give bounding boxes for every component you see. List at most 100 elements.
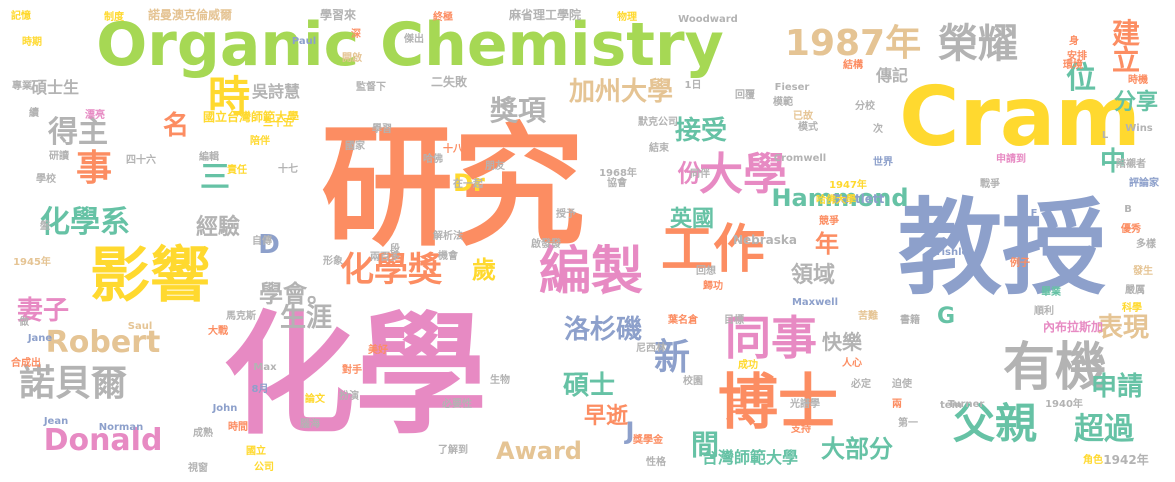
cloud-word: 分校 xyxy=(855,101,875,112)
cloud-word: 超過 xyxy=(1074,412,1134,447)
cloud-word: 傑出 xyxy=(404,34,424,45)
cloud-word: 化學系 xyxy=(40,205,130,240)
cloud-word: 生物 xyxy=(490,375,510,386)
cloud-word: 二失敗 xyxy=(430,75,468,89)
cloud-word: 國立台灣師範大學 xyxy=(202,110,300,124)
cloud-word: Nebraska xyxy=(732,233,798,247)
cloud-word: 獎項 xyxy=(489,94,547,127)
cloud-word: 了解到 xyxy=(438,445,468,456)
cloud-word: 妻子 xyxy=(16,296,70,326)
cloud-word: 已故 xyxy=(793,111,813,122)
cloud-word: 人心 xyxy=(842,358,862,369)
cloud-word: 內布拉斯加 xyxy=(1042,320,1104,334)
cloud-word: Turner xyxy=(947,399,985,410)
cloud-word: 十七 xyxy=(278,164,298,175)
cloud-word: 新 xyxy=(653,337,691,378)
cloud-word: 同事 xyxy=(725,311,817,365)
cloud-word: 生涯 xyxy=(279,303,333,333)
cloud-word: 朋友 xyxy=(485,161,505,172)
cloud-word: 成熟 xyxy=(193,428,213,439)
cloud-word: 建立 xyxy=(1108,18,1141,72)
cloud-word: Max xyxy=(253,362,277,373)
cloud-word: 陪伴 xyxy=(250,136,270,147)
cloud-word: 年 xyxy=(815,230,839,258)
cloud-word: 專業 xyxy=(12,81,32,92)
cloud-word: 安排 xyxy=(1067,51,1087,62)
cloud-word: 光譜學 xyxy=(790,399,820,410)
cloud-word: 時間 xyxy=(228,422,248,433)
cloud-word: 形象 xyxy=(323,256,343,267)
cloud-word: 科學 xyxy=(1122,303,1142,314)
cloud-word: 嚴厲 xyxy=(1125,285,1145,296)
cloud-word: 研讀 xyxy=(49,151,69,162)
cloud-word: Jean xyxy=(43,416,69,427)
cloud-word: 工作 xyxy=(660,220,766,280)
cloud-word: 大學 xyxy=(699,149,787,200)
cloud-word: 麻省理工學院 xyxy=(508,8,582,22)
cloud-word: 化學 xyxy=(223,299,487,453)
cloud-word: 合成出 xyxy=(11,358,41,369)
cloud-word: 目標 xyxy=(724,315,744,326)
cloud-word: 深 xyxy=(351,29,361,40)
cloud-word: 諾貝爾 xyxy=(18,363,128,404)
cloud-word: 位 xyxy=(1066,61,1096,96)
cloud-word: 早逝 xyxy=(583,404,629,429)
cloud-word: 例子 xyxy=(1010,258,1030,269)
cloud-word: 編輯 xyxy=(199,152,219,163)
cloud-word: 必定 xyxy=(851,379,871,390)
cloud-word: 歲 xyxy=(472,256,496,284)
cloud-word: 表現 xyxy=(1096,313,1150,343)
cloud-word: D xyxy=(258,230,280,260)
cloud-word: 迫使 xyxy=(892,379,912,390)
cloud-word: 兩 xyxy=(892,399,902,410)
cloud-word: 校園 xyxy=(683,376,703,387)
cloud-word: 8月 xyxy=(251,384,269,395)
cloud-word: 性格 xyxy=(646,457,666,468)
cloud-word: 1日 xyxy=(684,80,702,91)
cloud-word: 英國 xyxy=(669,207,715,232)
cloud-word: 間 xyxy=(687,429,720,457)
cloud-word: 默克公司 xyxy=(638,117,678,128)
cloud-word: 回想 xyxy=(696,266,716,277)
cloud-word: 中 xyxy=(1099,147,1127,177)
cloud-word: 時機 xyxy=(1128,75,1148,86)
cloud-word: 苦難 xyxy=(858,311,878,322)
cloud-word: 哈佛大學 xyxy=(816,195,856,206)
cloud-word: 角色 xyxy=(1083,455,1103,466)
cloud-word: 1968年 xyxy=(599,168,637,179)
cloud-word: 戰爭 xyxy=(980,179,1000,190)
cloud-word: 學會。 xyxy=(259,280,331,308)
cloud-word: 接受 xyxy=(674,116,728,146)
cloud-word: 學習來 xyxy=(319,8,357,22)
cloud-word: 盤 xyxy=(40,221,50,232)
cloud-word: 陪襯者 xyxy=(1116,159,1146,170)
cloud-word: 制度 xyxy=(104,12,124,23)
cloud-word: 獎學金 xyxy=(633,435,663,446)
cloud-word: 編製 xyxy=(538,242,644,302)
cloud-word: 美好 xyxy=(368,345,388,356)
cloud-word: Hammond xyxy=(771,184,909,212)
cloud-word: 環境 xyxy=(1063,60,1083,71)
cloud-word: 必要性 xyxy=(442,399,472,410)
cloud-word: 領域 xyxy=(790,263,836,288)
cloud-word: 發生 xyxy=(1133,266,1153,277)
cloud-word: 月 xyxy=(726,396,750,424)
cloud-word: 書籍 xyxy=(900,315,920,326)
cloud-word: 1987年 xyxy=(784,23,922,64)
cloud-word: 快樂 xyxy=(822,330,862,354)
cloud-word: 優秀 xyxy=(1121,224,1141,235)
cloud-word: 回覆 xyxy=(735,90,755,101)
cloud-word: 碩士 xyxy=(562,371,616,401)
cloud-word: 多樣 xyxy=(1136,239,1156,250)
cloud-word: 學習 xyxy=(372,124,392,135)
cloud-word: 學校 xyxy=(36,174,56,185)
cloud-word: 評論家 xyxy=(1129,178,1159,189)
cloud-word: Cram xyxy=(899,70,1141,165)
cloud-word: 諾曼澳克倫威爾 xyxy=(147,8,233,22)
cloud-word: 身 xyxy=(1069,36,1079,47)
cloud-word: 有機 xyxy=(1002,338,1108,398)
cloud-word: Donald xyxy=(43,423,163,458)
cloud-word: 1947年 xyxy=(829,180,867,191)
cloud-word: 三 xyxy=(200,160,230,195)
